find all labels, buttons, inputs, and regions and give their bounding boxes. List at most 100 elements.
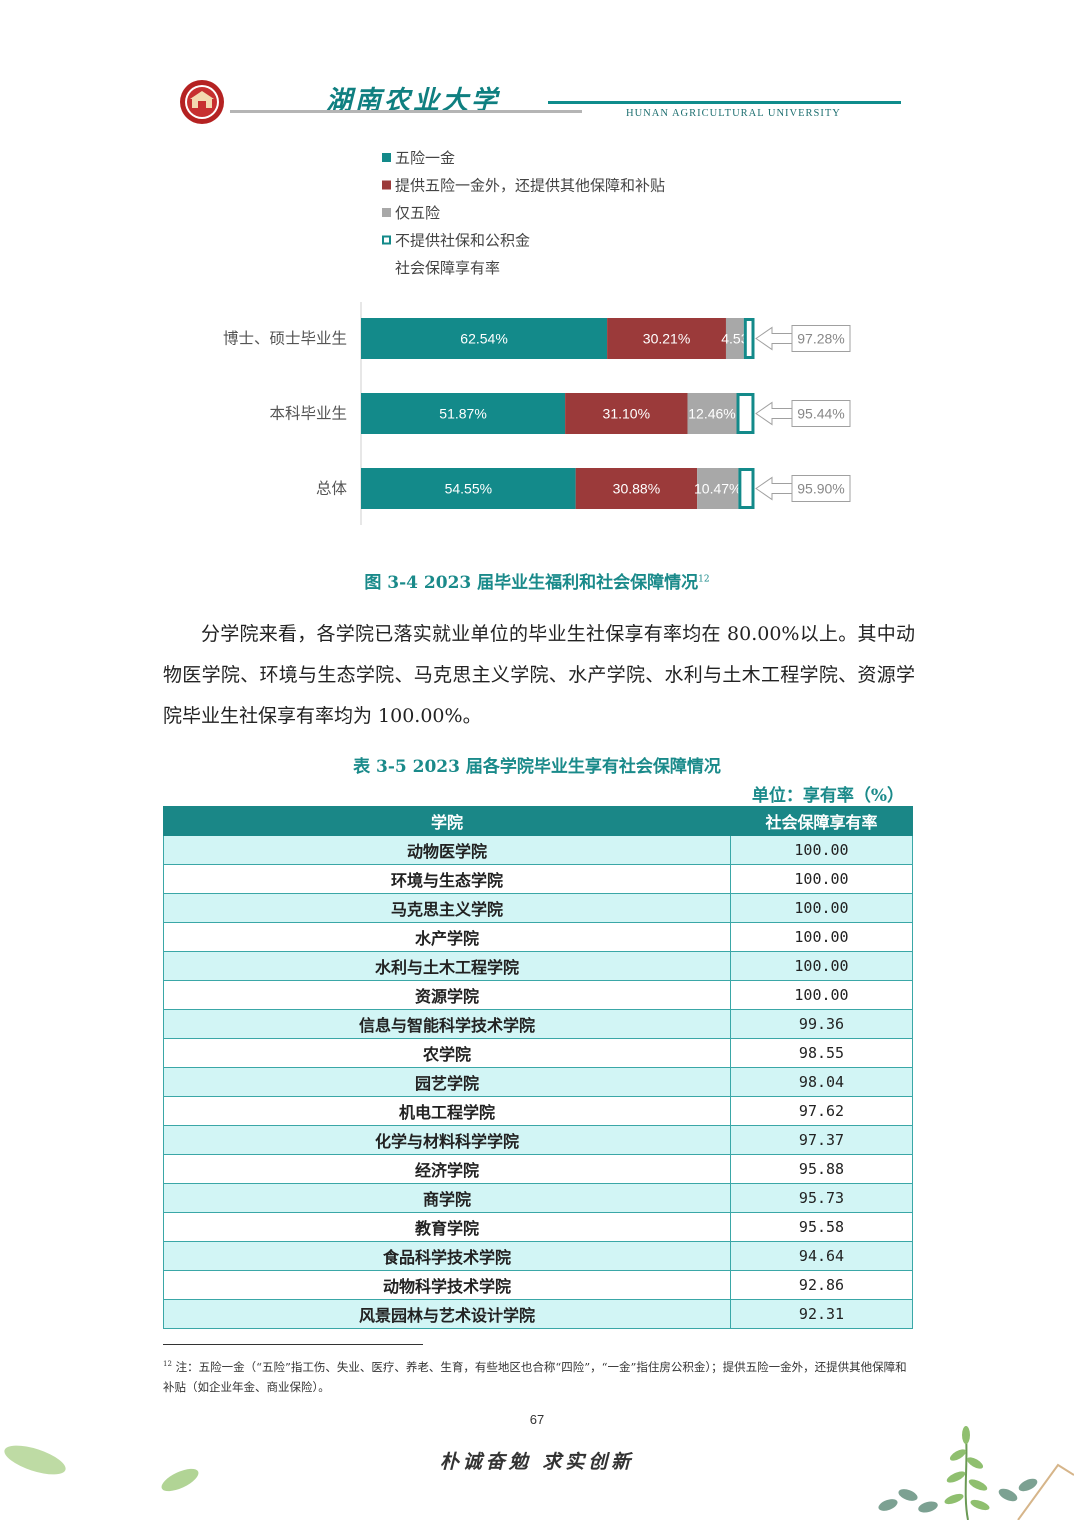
table-title: 表 3-5 2023 届各学院毕业生享有社会保障情况 bbox=[353, 757, 721, 777]
bar-segment bbox=[361, 318, 608, 359]
rate-cell: 95.58 bbox=[730, 1212, 913, 1242]
rate-cell: 100.00 bbox=[730, 893, 913, 923]
rate-cell: 100.00 bbox=[730, 951, 913, 981]
header-rule-left bbox=[230, 110, 582, 113]
bar-segment bbox=[361, 468, 576, 509]
category-label: 本科毕业生 bbox=[269, 405, 347, 423]
rate-cell: 98.55 bbox=[730, 1038, 913, 1068]
table-unit: 单位：享有率（%） bbox=[751, 786, 904, 806]
category-label: 博士、硕士毕业生 bbox=[223, 330, 347, 348]
bar-segment bbox=[575, 468, 698, 509]
rate-cell: 99.36 bbox=[730, 1009, 913, 1039]
college-social-security-table: 学院 社会保障享有率 动物医学院 100.00 环境与生态学院 100.00 马克思主义… bbox=[163, 806, 913, 1329]
college-name-cell: 水产学院 bbox=[163, 922, 731, 952]
college-name-cell: 信息与智能科学技术学院 bbox=[163, 1009, 731, 1039]
college-name-cell: 化学与材料科学学院 bbox=[163, 1125, 731, 1155]
callout-box bbox=[791, 400, 851, 427]
bar-data-label: 62.54% bbox=[460, 331, 507, 347]
legend-label: 提供五险一金外，还提供其他保障和补贴 bbox=[395, 177, 665, 195]
table-header-row: 学院 社会保障享有率 bbox=[163, 806, 913, 836]
bar-data-label: 4.53 bbox=[721, 331, 748, 347]
callout-box bbox=[791, 325, 851, 352]
bar-segment bbox=[736, 393, 755, 434]
table-row: 马克思主义学院 100.00 bbox=[163, 893, 913, 923]
bar-data-label: 31.10% bbox=[603, 406, 650, 422]
bar-segment bbox=[565, 393, 688, 434]
bar-data-label: 12.46% bbox=[688, 406, 735, 422]
university-seal-logo bbox=[180, 80, 224, 124]
rate-cell: 100.00 bbox=[730, 922, 913, 952]
rate-cell: 92.31 bbox=[730, 1299, 913, 1329]
college-name-cell: 食品科学技术学院 bbox=[163, 1241, 731, 1271]
college-name-cell: 动物医学院 bbox=[163, 835, 731, 865]
page-number: 67 bbox=[529, 1412, 545, 1427]
college-name-cell: 资源学院 bbox=[163, 980, 731, 1010]
legend-swatch bbox=[382, 235, 391, 245]
college-name-cell: 水利与土木工程学院 bbox=[163, 951, 731, 981]
callout-box bbox=[791, 475, 851, 502]
university-name-en: HUNAN AGRICULTURAL UNIVERSITY bbox=[626, 108, 841, 119]
table-row: 农学院 98.55 bbox=[163, 1038, 913, 1068]
bar-segment bbox=[743, 318, 755, 359]
bar-data-label: 54.55% bbox=[445, 481, 492, 497]
legend-label: 不提供社保和公积金 bbox=[395, 233, 530, 250]
leaf-decoration-left bbox=[4, 1445, 66, 1475]
header-rule-right bbox=[548, 101, 901, 104]
bar-segment bbox=[687, 393, 737, 434]
footnote-mark: 12 bbox=[163, 1360, 172, 1368]
legend-label: 五险一金 bbox=[395, 150, 455, 167]
college-name-cell: 风景园林与艺术设计学院 bbox=[163, 1299, 731, 1329]
legend-label: 仅五险 bbox=[395, 205, 440, 222]
college-name-cell: 经济学院 bbox=[163, 1154, 731, 1184]
legend-swatch bbox=[382, 208, 391, 217]
rate-label: 97.28% bbox=[797, 331, 844, 347]
motto: 朴诚奋勉 求实创新 bbox=[439, 1451, 635, 1473]
body-paragraph-text: 分学院来看，各学院已落实就业单位的毕业生社保享有率均在 80.00%以上。其中动… bbox=[163, 623, 915, 727]
table-row: 经济学院 95.88 bbox=[163, 1154, 913, 1184]
header-rate: 社会保障享有率 bbox=[730, 806, 913, 836]
rate-cell: 100.00 bbox=[730, 980, 913, 1010]
rate-cell: 100.00 bbox=[730, 864, 913, 894]
bar-segment bbox=[725, 318, 744, 359]
college-name-cell: 农学院 bbox=[163, 1038, 731, 1068]
table-row: 风景园林与艺术设计学院 92.31 bbox=[163, 1299, 913, 1329]
college-name-cell: 商学院 bbox=[163, 1183, 731, 1213]
callout-arrow bbox=[755, 476, 793, 501]
college-name-cell: 机电工程学院 bbox=[163, 1096, 731, 1126]
leaf-decoration-small bbox=[161, 1468, 199, 1492]
rate-cell: 95.88 bbox=[730, 1154, 913, 1184]
figure-caption-text: 图 3-4 2023 届毕业生福利和社会保障情况 bbox=[364, 573, 699, 593]
bar-data-label: 51.87% bbox=[439, 406, 486, 422]
bar-data-label: 30.88% bbox=[613, 481, 660, 497]
header-college: 学院 bbox=[163, 806, 731, 836]
footnote-ref: 12 bbox=[698, 574, 710, 585]
bar-segment bbox=[697, 468, 739, 509]
bar-segment bbox=[361, 393, 566, 434]
table-row: 商学院 95.73 bbox=[163, 1183, 913, 1213]
table-row: 环境与生态学院 100.00 bbox=[163, 864, 913, 894]
table-row: 园艺学院 98.04 bbox=[163, 1067, 913, 1097]
college-name-cell: 教育学院 bbox=[163, 1212, 731, 1242]
table-row: 机电工程学院 97.62 bbox=[163, 1096, 913, 1126]
college-name-cell: 马克思主义学院 bbox=[163, 893, 731, 923]
rate-label: 95.90% bbox=[797, 481, 844, 497]
college-name-cell: 园艺学院 bbox=[163, 1067, 731, 1097]
rate-cell: 97.37 bbox=[730, 1125, 913, 1155]
college-name-cell: 环境与生态学院 bbox=[163, 864, 731, 894]
callout-arrow bbox=[755, 326, 793, 351]
rate-cell: 98.04 bbox=[730, 1067, 913, 1097]
bar-data-label: 30.21% bbox=[643, 331, 690, 347]
rate-cell: 100.00 bbox=[730, 835, 913, 865]
plant-decoration-right bbox=[878, 1426, 1074, 1520]
footnote-rule bbox=[163, 1344, 423, 1345]
social-security-stacked-bar-chart: 五险一金提供五险一金外，还提供其他保障和补贴仅五险不提供社保和公积金社会保障享有… bbox=[223, 150, 851, 525]
bar-segment bbox=[738, 468, 755, 509]
college-name-cell: 动物科学技术学院 bbox=[163, 1270, 731, 1300]
table-row: 信息与智能科学技术学院 99.36 bbox=[163, 1009, 913, 1039]
legend-label: 社会保障享有率 bbox=[395, 259, 500, 277]
table-row: 水利与土木工程学院 100.00 bbox=[163, 951, 913, 981]
table-row: 化学与材料科学学院 97.37 bbox=[163, 1125, 913, 1155]
footnote-text: 注：五险一金（“五险”指工伤、失业、医疗、养老、生育，有些地区也合称“四险”，“… bbox=[163, 1359, 907, 1394]
body-paragraph: 分学院来看，各学院已落实就业单位的毕业生社保享有率均在 80.00%以上。其中动… bbox=[163, 614, 915, 737]
callout-arrow bbox=[755, 401, 793, 426]
